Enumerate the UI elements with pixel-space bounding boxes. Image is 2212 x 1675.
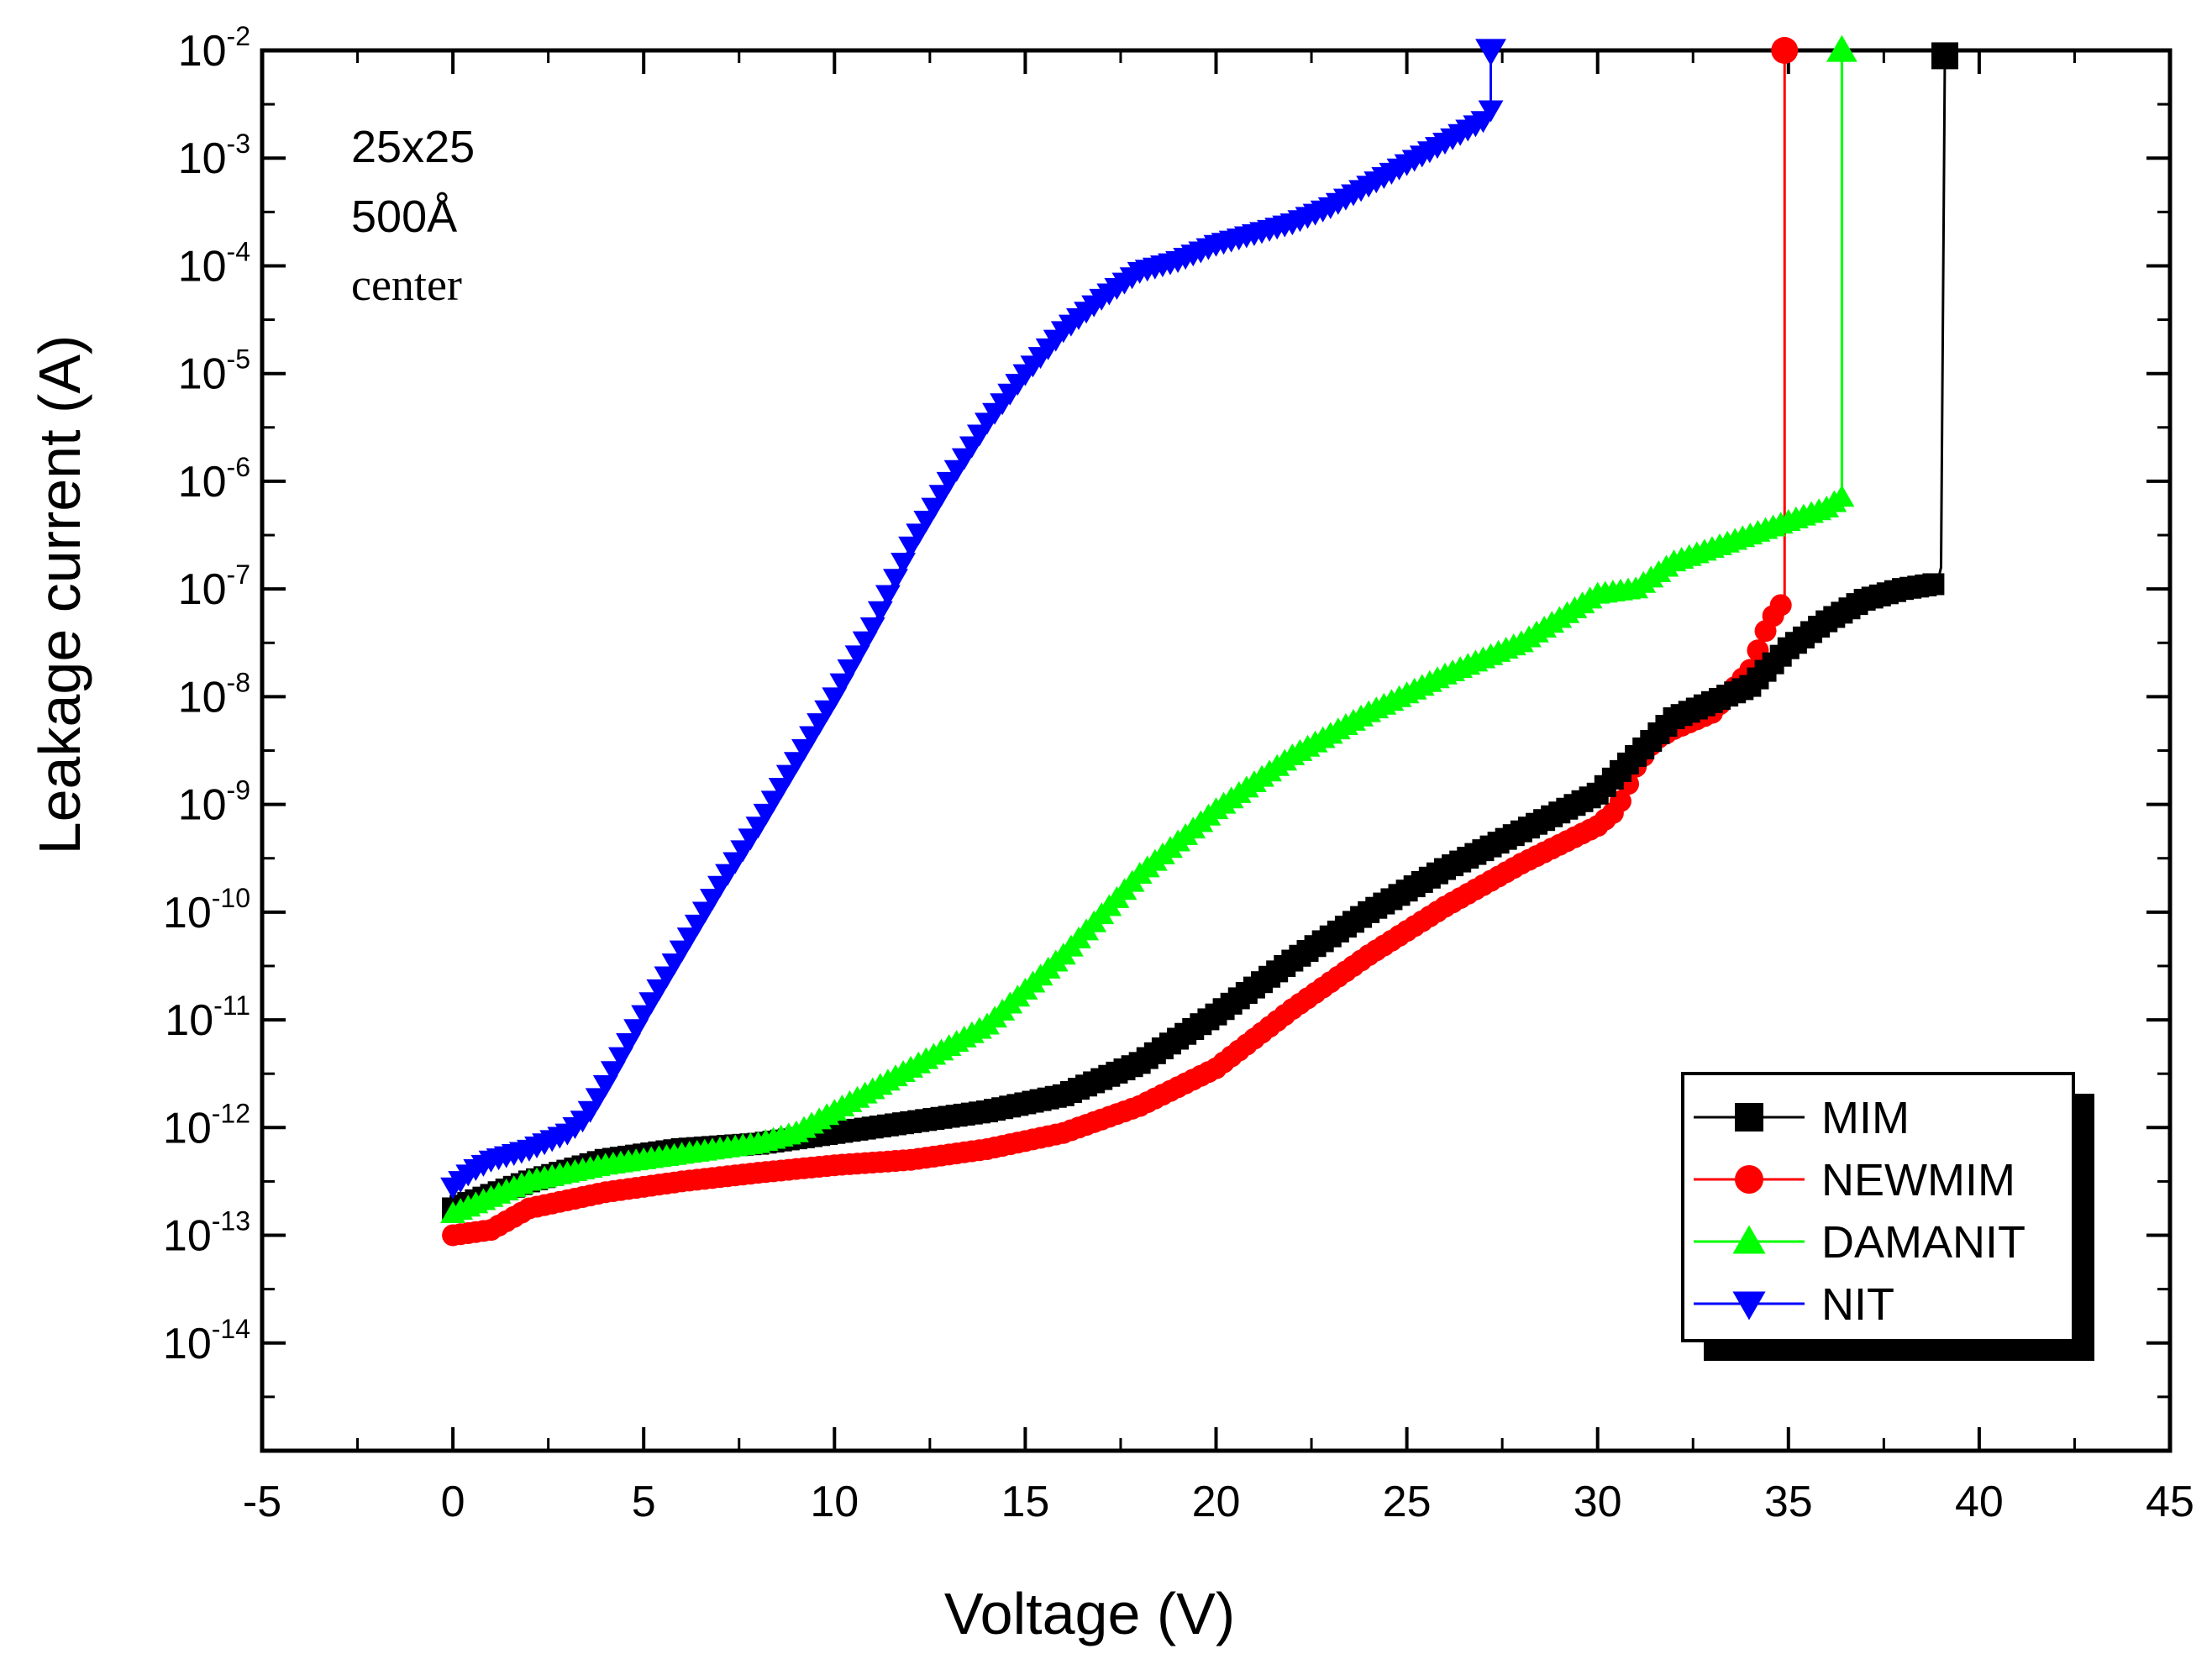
x-tick-label: 15 [1001,1478,1049,1526]
legend-marker [1735,1103,1763,1132]
legend-label: DAMANIT [1821,1217,2025,1268]
annotation-size: 25x25 [351,122,475,172]
series-mim [442,42,1959,1220]
x-axis-ticks: -5 0 5 10 15 20 25 30 35 40 45 [243,50,2194,1526]
legend-label: MIM [1821,1093,1910,1143]
y-tick-label: 10-4 [178,236,250,291]
legend-entry-damanit: DAMANIT [1694,1217,2025,1268]
x-tick-label: 20 [1192,1478,1241,1526]
x-tick-label: 35 [1764,1478,1813,1526]
series-nit [440,39,1506,1200]
y-tick-label: 10-10 [163,883,250,937]
x-tick-label: -5 [243,1478,281,1526]
y-axis-ticks: 10-14 10-13 10-12 10-11 10-10 10-9 10-8 10-7 10-… [163,21,2170,1452]
data-point [883,569,908,591]
legend-marker [1732,1291,1766,1321]
y-tick-label: 10-14 [163,1314,250,1368]
y-tick-label: 10-13 [163,1206,250,1261]
series-layer [440,34,1959,1247]
annotation-location: center [351,260,462,310]
x-tick-label: 10 [810,1478,859,1526]
x-tick-label: 5 [632,1478,656,1526]
x-tick-label: 25 [1383,1478,1432,1526]
data-point [1931,42,1959,70]
data-point [1829,485,1855,507]
x-tick-label: 40 [1955,1478,2004,1526]
legend: MIM NEWMIM DAMANIT NIT [1681,1072,2094,1361]
series-line [452,50,1493,1188]
y-tick-label: 10-5 [178,344,250,399]
data-point [1771,37,1799,64]
y-tick-label: 10-3 [178,129,250,183]
series-line [452,50,1843,1216]
legend-entry-mim: MIM [1694,1093,1910,1143]
legend-entry-newmim: NEWMIM [1694,1155,2015,1205]
series-line [452,50,1786,1237]
legend-label: NEWMIM [1821,1155,2015,1205]
data-point [867,601,893,623]
legend-marker [1732,1225,1766,1254]
legend-entry-nit: NIT [1694,1279,1894,1330]
annotation-thickness: 500Å [351,192,457,242]
data-point [875,585,901,607]
series-damanit [440,34,1857,1223]
x-tick-label: 0 [441,1478,465,1526]
y-tick-label: 10-9 [178,775,250,830]
x-axis-title: Voltage (V) [944,1581,1235,1646]
y-axis-title: Leakage current (A) [27,335,92,855]
data-point [859,617,885,639]
data-point [891,553,917,575]
y-tick-label: 10-7 [178,559,250,614]
data-point [1478,100,1504,123]
data-point [1769,594,1792,617]
y-tick-label: 10-8 [178,667,250,722]
data-point [1826,34,1857,62]
legend-marker [1735,1165,1763,1194]
y-tick-label: 10-2 [178,21,250,76]
x-tick-label: 45 [2146,1478,2194,1526]
legend-label: NIT [1821,1279,1894,1330]
data-point [1922,573,1945,596]
x-tick-label: 30 [1574,1478,1622,1526]
y-tick-label: 10-12 [163,1098,250,1153]
y-tick-label: 10-11 [165,990,250,1045]
y-tick-label: 10-6 [178,452,250,507]
data-point [1475,39,1506,66]
